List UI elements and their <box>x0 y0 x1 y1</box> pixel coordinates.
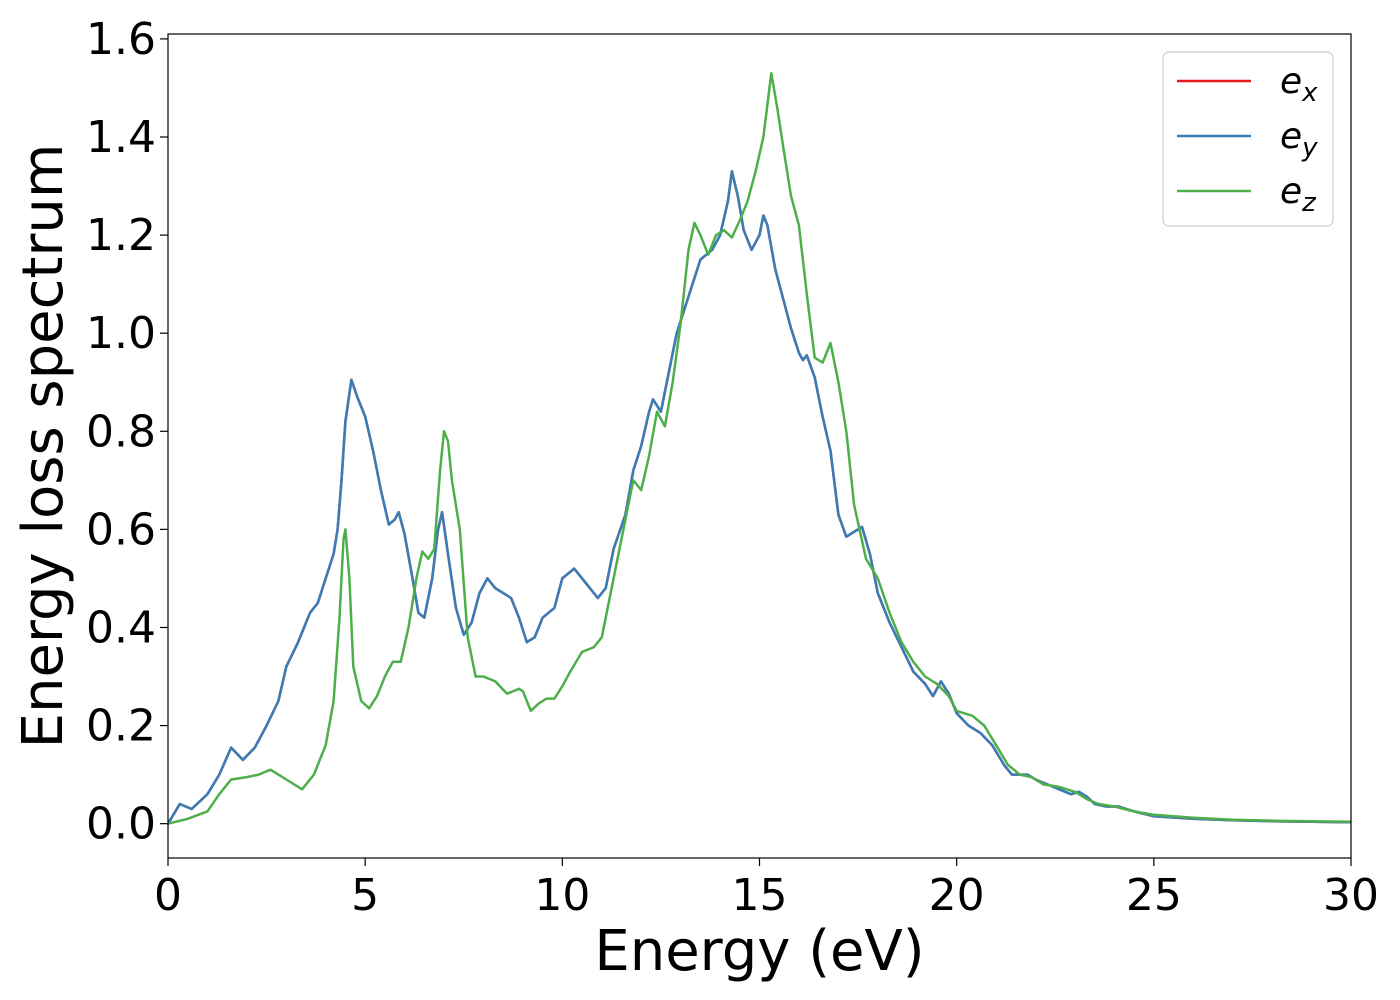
legend-label-x: ex <box>1280 61 1318 108</box>
x-tick-label: 0 <box>154 870 182 921</box>
y-tick-label: 0.6 <box>86 504 156 555</box>
legend-label-y: ey <box>1280 116 1318 163</box>
x-axis-label: Energy (eV) <box>594 919 924 984</box>
legend-label-subscript: x <box>1301 78 1318 108</box>
x-tick-label: 20 <box>929 870 985 921</box>
x-axis-ticks: 0 5 10 15 20 25 30 <box>154 858 1379 921</box>
x-tick-label: 15 <box>732 870 788 921</box>
y-axis-ticks: 0.0 0.2 0.4 0.6 0.8 1.0 1.2 1.4 1.6 <box>86 14 168 850</box>
y-tick-label: 1.4 <box>86 112 156 163</box>
y-tick-label: 1.0 <box>86 308 156 359</box>
series-lines <box>168 71 1351 825</box>
y-tick-label: 1.6 <box>86 14 156 65</box>
x-tick-label: 30 <box>1323 870 1379 921</box>
y-tick-label: 0.8 <box>86 406 156 457</box>
legend-label-subscript: y <box>1301 133 1318 163</box>
y-tick-label: 0.2 <box>86 701 156 752</box>
legend-label-z: ez <box>1280 171 1317 218</box>
y-axis-label: Energy loss spectrum <box>11 144 76 749</box>
y-tick-label: 0.0 <box>86 799 156 850</box>
series-line-x <box>168 170 1351 825</box>
series-line-z <box>168 71 1351 825</box>
x-tick-label: 5 <box>351 870 379 921</box>
legend-label-base: e <box>1280 116 1302 157</box>
y-tick-label: 0.4 <box>86 602 156 653</box>
y-tick-label: 1.2 <box>86 210 156 261</box>
legend-label-base: e <box>1280 171 1302 212</box>
x-tick-label: 25 <box>1126 870 1182 921</box>
legend-label-base: e <box>1280 61 1302 102</box>
series-line-y <box>168 170 1351 825</box>
x-tick-label: 10 <box>534 870 590 921</box>
legend-box <box>1162 51 1334 227</box>
legend-label-subscript: z <box>1301 188 1317 218</box>
